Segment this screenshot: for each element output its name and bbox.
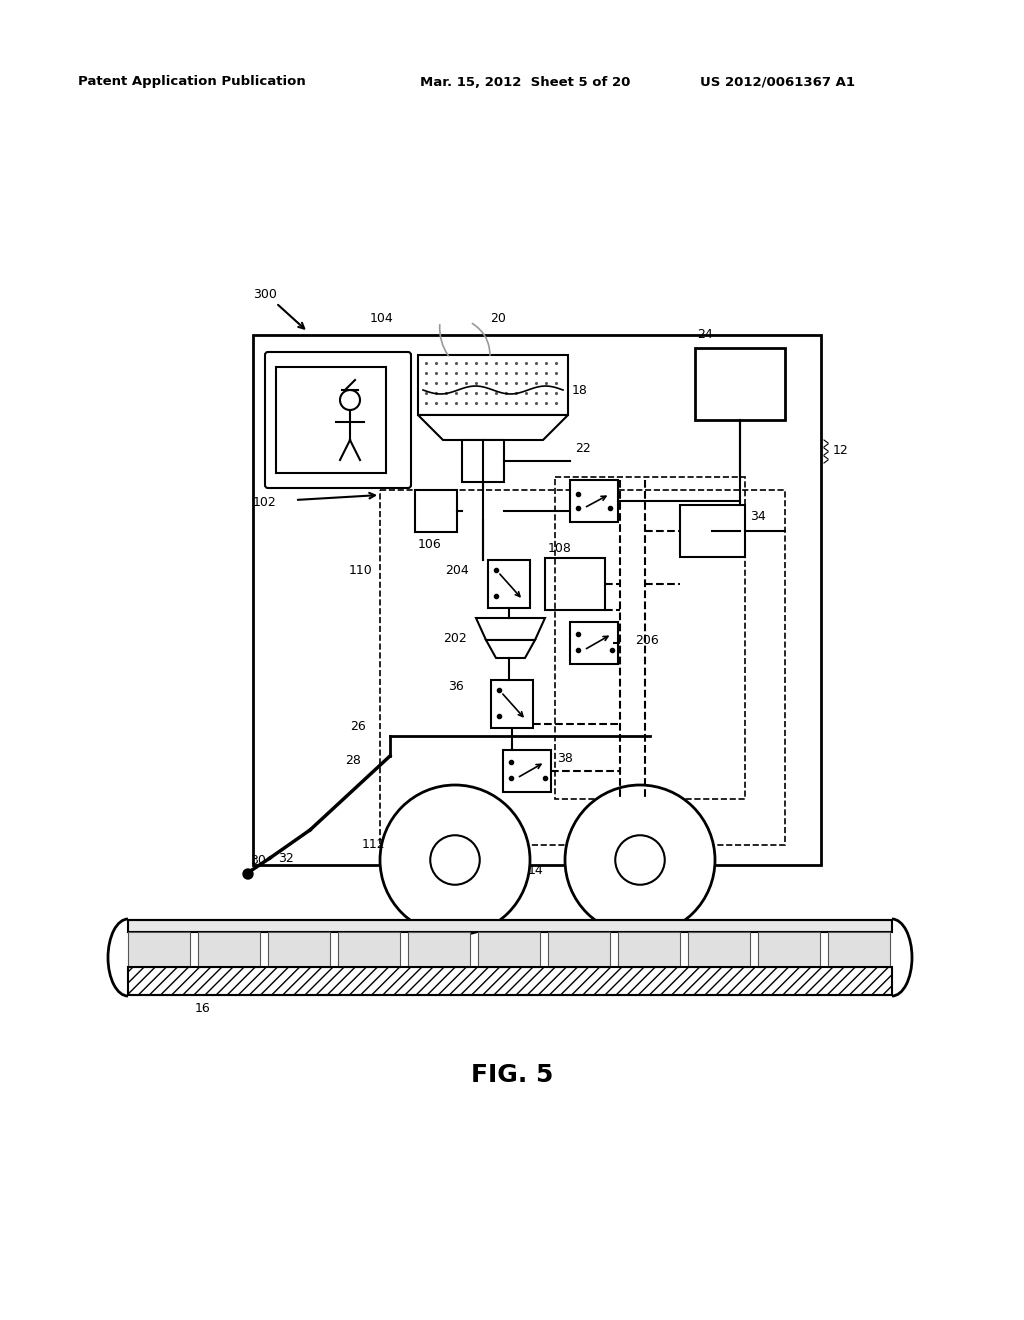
Text: 24: 24 <box>697 329 713 342</box>
Text: 108: 108 <box>548 541 571 554</box>
Bar <box>408 932 470 968</box>
FancyBboxPatch shape <box>265 352 411 488</box>
Bar <box>128 968 892 995</box>
Bar <box>268 932 330 968</box>
Text: 32: 32 <box>278 851 294 865</box>
Text: 206: 206 <box>635 634 658 647</box>
Text: 36: 36 <box>449 680 464 693</box>
Circle shape <box>615 836 665 884</box>
Text: 30: 30 <box>250 854 266 866</box>
Text: 34: 34 <box>750 510 766 523</box>
Bar <box>338 932 400 968</box>
Text: 14: 14 <box>528 863 544 876</box>
Bar <box>128 932 190 968</box>
Bar <box>276 367 386 473</box>
Circle shape <box>243 869 253 879</box>
Text: Mar. 15, 2012  Sheet 5 of 20: Mar. 15, 2012 Sheet 5 of 20 <box>420 75 631 88</box>
Text: 26: 26 <box>350 719 366 733</box>
Bar <box>828 932 890 968</box>
Text: 28: 28 <box>345 754 360 767</box>
Bar <box>128 920 892 932</box>
Text: 202: 202 <box>443 631 467 644</box>
Bar <box>548 932 610 968</box>
Text: 38: 38 <box>557 751 572 764</box>
Text: 102: 102 <box>253 495 276 508</box>
Bar <box>758 932 820 968</box>
Polygon shape <box>418 355 568 414</box>
Polygon shape <box>476 618 545 640</box>
Bar <box>198 932 260 968</box>
Bar <box>488 560 530 609</box>
Circle shape <box>430 836 480 884</box>
Bar <box>478 932 540 968</box>
Text: 22: 22 <box>575 441 591 454</box>
Bar <box>462 440 504 482</box>
Text: 112: 112 <box>362 838 386 851</box>
Bar <box>680 506 745 557</box>
Bar <box>570 480 618 521</box>
Text: US 2012/0061367 A1: US 2012/0061367 A1 <box>700 75 855 88</box>
Text: 104: 104 <box>370 312 394 325</box>
Bar <box>415 490 457 532</box>
Bar <box>688 932 750 968</box>
Text: 12: 12 <box>833 444 849 457</box>
Bar <box>555 477 745 799</box>
Polygon shape <box>486 640 535 657</box>
Circle shape <box>565 785 715 935</box>
Bar <box>253 335 821 865</box>
Text: Patent Application Publication: Patent Application Publication <box>78 75 306 88</box>
Text: 110: 110 <box>349 564 373 577</box>
Bar <box>695 348 785 420</box>
Text: 20: 20 <box>490 312 506 325</box>
Bar <box>618 932 680 968</box>
Bar <box>380 490 785 845</box>
Bar <box>545 558 605 610</box>
Circle shape <box>380 785 530 935</box>
Text: FIG. 5: FIG. 5 <box>471 1063 553 1086</box>
Text: 106: 106 <box>418 539 441 552</box>
Bar <box>503 750 551 792</box>
Text: 300: 300 <box>253 289 276 301</box>
Polygon shape <box>418 414 568 440</box>
Bar <box>490 680 534 729</box>
Text: 16: 16 <box>195 1002 211 1015</box>
Text: 204: 204 <box>445 564 469 577</box>
Text: 18: 18 <box>572 384 588 396</box>
Bar <box>570 622 618 664</box>
